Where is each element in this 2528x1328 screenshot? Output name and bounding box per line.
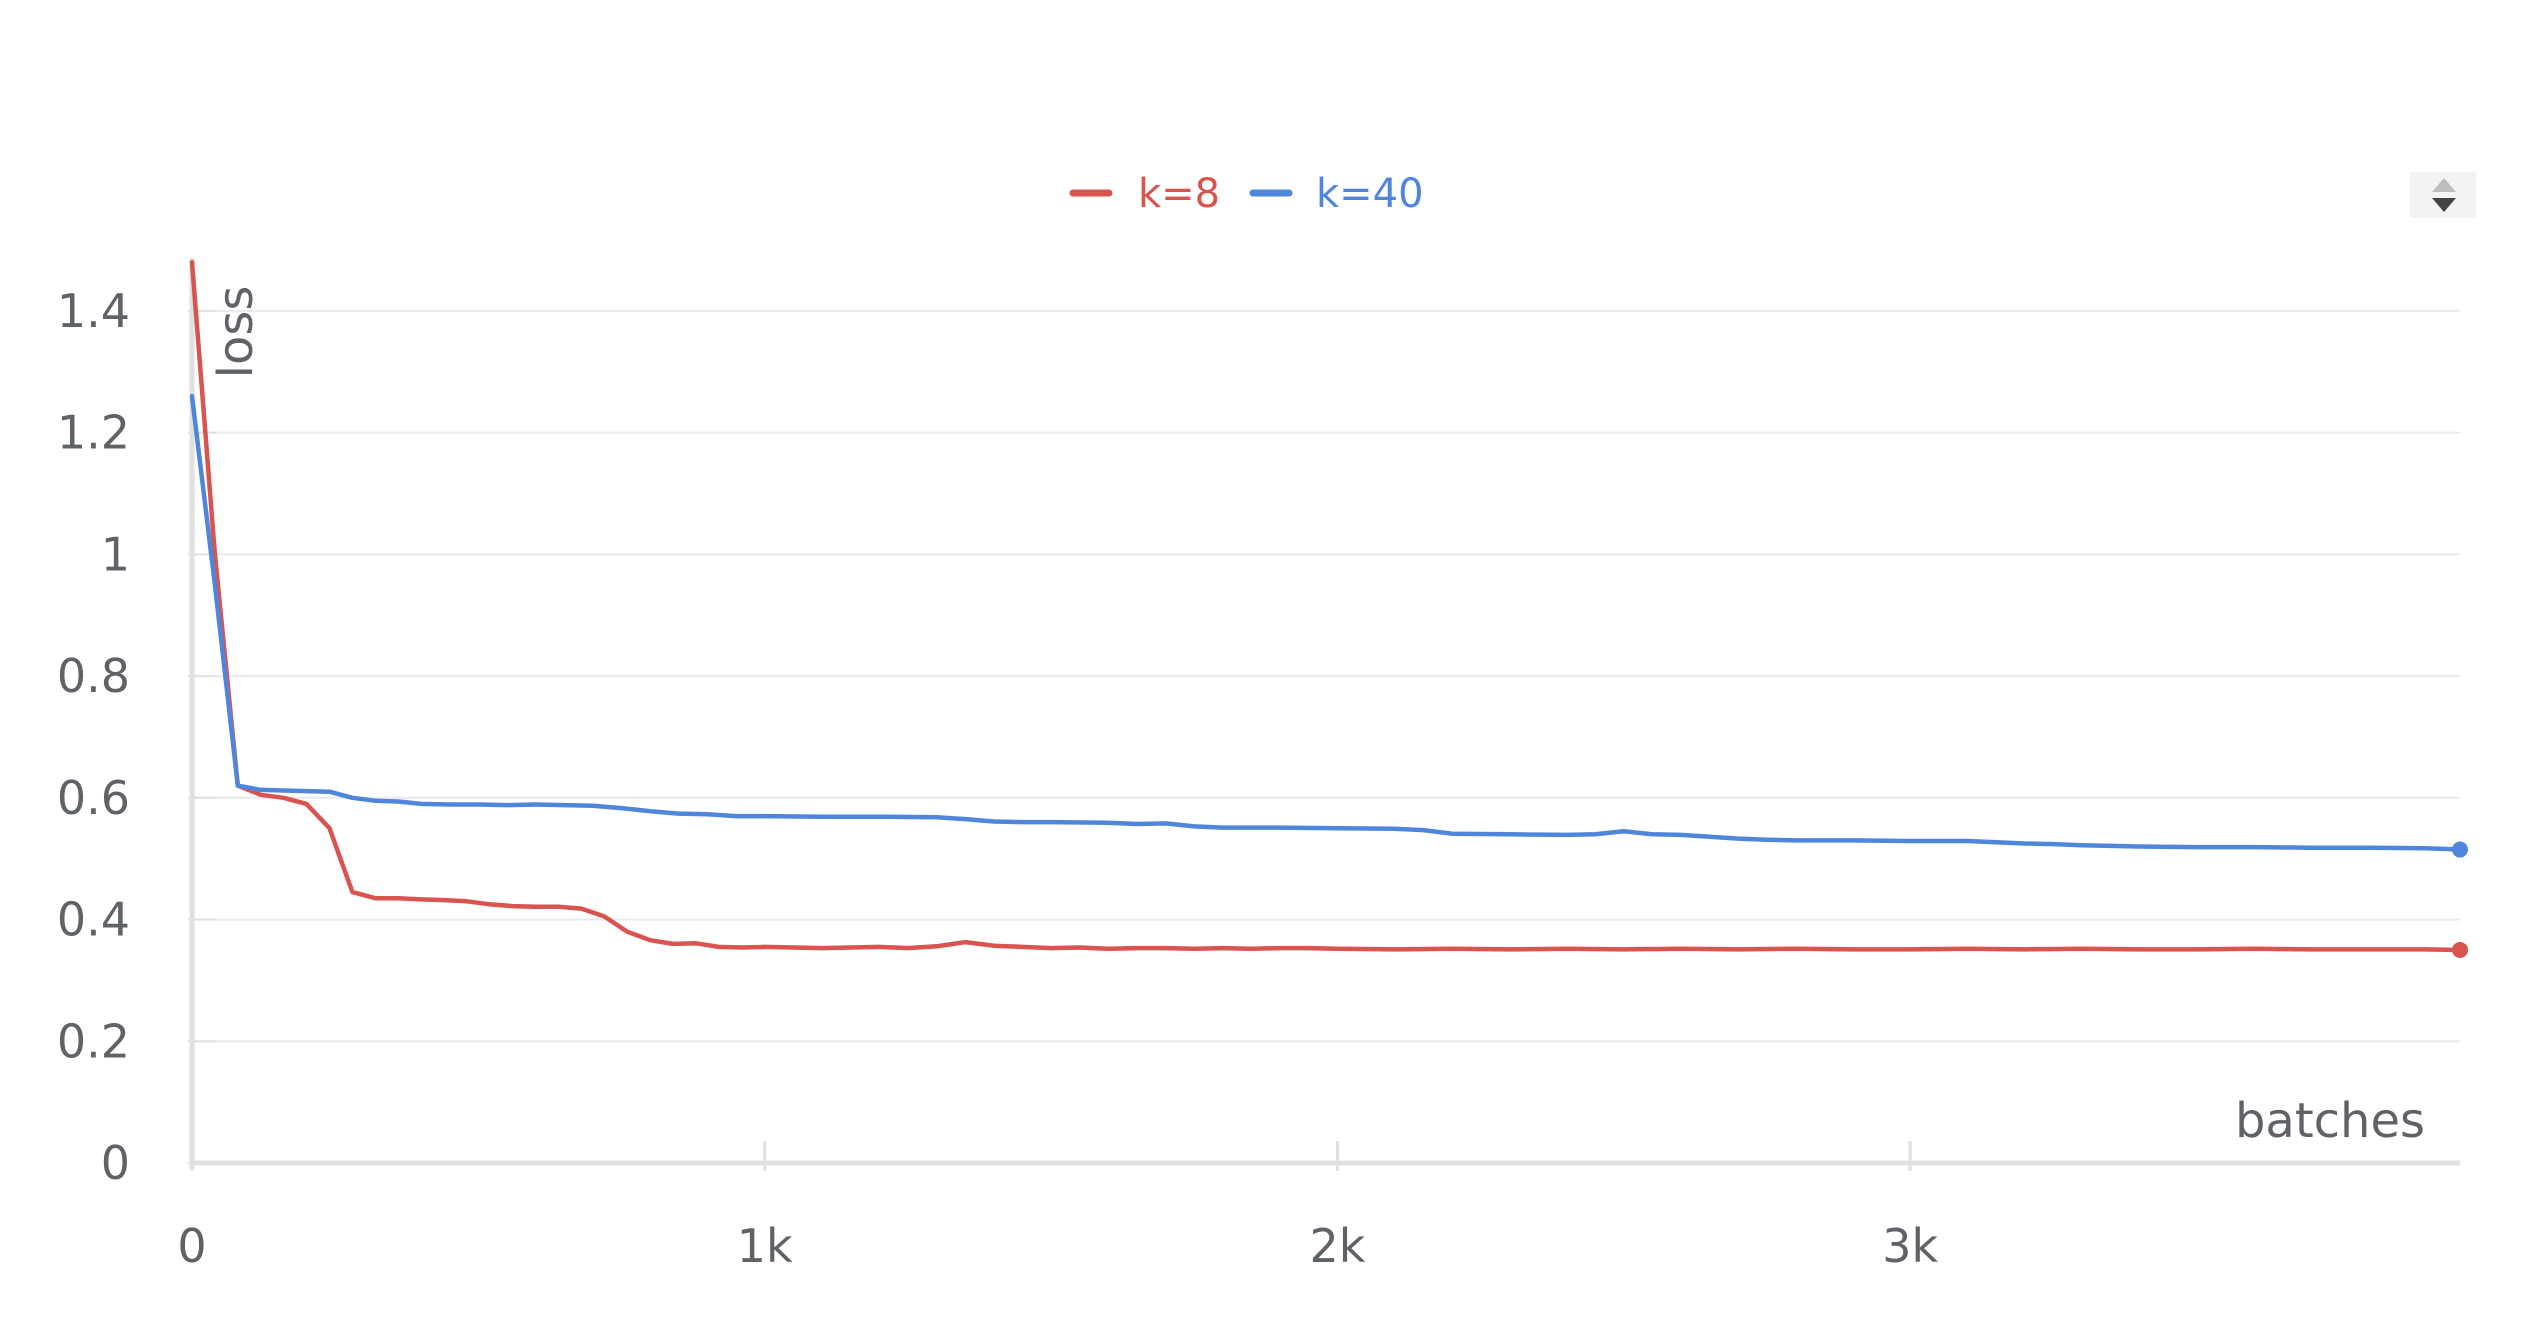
x-axis-title: batches xyxy=(2235,1093,2425,1149)
scroll-down-icon[interactable] xyxy=(2432,198,2456,212)
series-line-k=40 xyxy=(189,393,2463,852)
legend-scroll-background xyxy=(2410,172,2476,218)
axes: 0 0.2 0.4 0.6 0.8 1 1.2 1.4 0 1k 2k 3k xyxy=(57,258,2460,1273)
y-tick-label: 1.4 xyxy=(57,284,130,338)
x-tick-label: 0 xyxy=(177,1219,206,1273)
x-tick-label: 2k xyxy=(1310,1219,1366,1273)
y-tick-label: 0.4 xyxy=(57,893,130,947)
y-axis-title: loss xyxy=(208,286,264,379)
series-end-point xyxy=(2452,841,2468,858)
legend-item[interactable]: k=40 xyxy=(1249,171,1424,217)
y-tick-label: 1.2 xyxy=(57,406,130,460)
legend-item[interactable]: k=8 xyxy=(1069,171,1220,217)
series-layer xyxy=(189,259,2468,958)
legend: k=8 k=40 xyxy=(1069,171,1424,217)
x-tick-label: 3k xyxy=(1882,1219,1938,1273)
series-line-k=8 xyxy=(189,259,2463,953)
y-tick-label: 0.2 xyxy=(57,1014,130,1068)
legend-label: k=8 xyxy=(1138,171,1220,217)
scroll-up-icon[interactable] xyxy=(2432,178,2456,192)
legend-label: k=40 xyxy=(1316,171,1424,217)
y-tick-label: 0 xyxy=(101,1136,130,1190)
series-end-point xyxy=(2452,941,2468,958)
gridlines xyxy=(192,309,2460,1043)
y-tick-label: 0.6 xyxy=(57,771,130,825)
y-tick-label: 0.8 xyxy=(57,649,130,703)
x-tick-label: 1k xyxy=(737,1219,793,1273)
y-tick-label: 1 xyxy=(101,527,130,581)
legend-scroll-control[interactable] xyxy=(2410,172,2476,218)
